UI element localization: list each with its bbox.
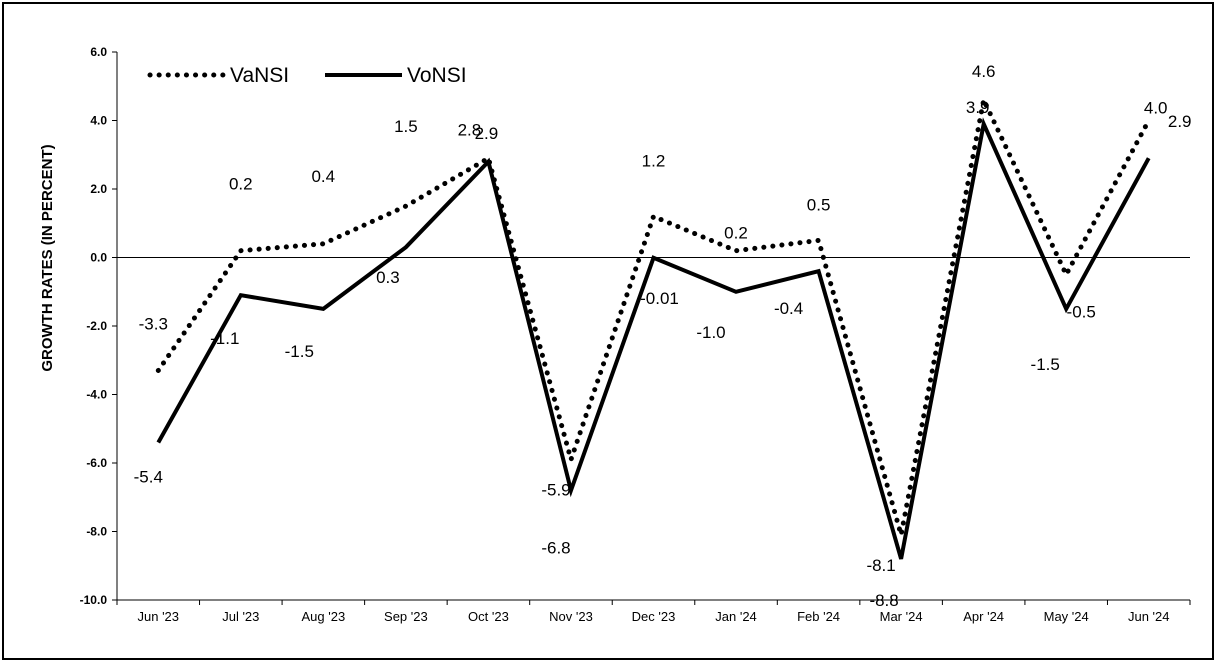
data-label-vansi: 4.6 — [972, 62, 996, 81]
x-tick-label: Jun '23 — [138, 609, 180, 624]
data-label-vonsi: -0.01 — [640, 289, 679, 308]
y-tick-label: 2.0 — [90, 182, 107, 196]
x-tick-label: Feb '24 — [797, 609, 840, 624]
series-line-vonsi — [156, 117, 1151, 560]
y-tick-label: -8.0 — [86, 525, 107, 539]
x-tick-label: Jun '24 — [1128, 609, 1170, 624]
data-label-vansi: 1.2 — [642, 151, 666, 170]
x-tick-label: Dec '23 — [632, 609, 676, 624]
y-tick-label: 6.0 — [90, 45, 107, 59]
data-label-vonsi: -1.1 — [210, 329, 239, 348]
y-tick-label: -4.0 — [86, 388, 107, 402]
data-label-vonsi: -8.8 — [869, 591, 898, 610]
data-label-vansi: -3.3 — [139, 315, 168, 334]
legend: VaNSI VoNSI — [147, 64, 467, 87]
y-tick-label: -6.0 — [86, 456, 107, 470]
x-tick-label: Nov '23 — [549, 609, 593, 624]
data-label-vansi: 4.0 — [1144, 99, 1168, 118]
x-tick-label: Oct '23 — [468, 609, 509, 624]
data-label-vonsi: 2.8 — [458, 121, 482, 140]
legend-label-vonsi: VoNSI — [407, 64, 467, 87]
y-tick-label: -2.0 — [86, 319, 107, 333]
axes-group: 6.0 4.0 2.0 0.0 -2.0 -4.0 -6.0 -8.0 -10.0 Jun '23… — [80, 45, 1191, 624]
x-tick-label: Jul '23 — [222, 609, 259, 624]
data-label-vonsi: 2.9 — [1168, 112, 1192, 131]
series-layer — [155, 91, 1152, 560]
x-tick-label: Apr '24 — [963, 609, 1004, 624]
x-tick-label: Jan '24 — [715, 609, 757, 624]
x-tick-label: May '24 — [1044, 609, 1089, 624]
legend-label-vansi: VaNSI — [230, 64, 289, 87]
data-label-vansi: -5.9 — [541, 481, 570, 500]
data-label-vansi: 0.2 — [229, 175, 253, 194]
data-label-vonsi: 3.9 — [966, 98, 990, 117]
x-tick-label: Mar '24 — [880, 609, 923, 624]
data-label-vansi: 0.4 — [311, 167, 335, 186]
y-tick-label: -10.0 — [80, 593, 108, 607]
data-label-vansi: 1.5 — [394, 117, 418, 136]
data-label-vansi: 2.9 — [475, 124, 499, 143]
y-axis-label: GROWTH RATES (IN PERCENT) — [39, 144, 56, 371]
x-tick-label: Aug '23 — [302, 609, 346, 624]
data-label-vonsi: -0.4 — [774, 299, 803, 318]
data-label-vansi: 0.2 — [724, 224, 748, 243]
data-label-vonsi: 0.3 — [376, 268, 400, 287]
x-tick-label: Sep '23 — [384, 609, 428, 624]
y-tick-label: 0.0 — [90, 251, 107, 265]
data-label-vansi: 0.5 — [807, 195, 831, 214]
growth-rates-chart: 6.0 4.0 2.0 0.0 -2.0 -4.0 -6.0 -8.0 -10.0 Jun '23… — [39, 45, 1192, 624]
data-label-vansi: -8.1 — [866, 556, 895, 575]
y-tick-label: 4.0 — [90, 114, 107, 128]
data-labels-layer: -3.3 0.2 0.4 1.5 2.9 -5.9 1.2 0.2 0.5 -8.1 4.6 -0.5… — [134, 62, 1192, 610]
data-label-vonsi: -6.8 — [541, 538, 570, 557]
data-label-vonsi: -1.5 — [1031, 355, 1060, 374]
data-label-vonsi: -1.0 — [696, 323, 725, 342]
data-label-vansi: -0.5 — [1067, 303, 1096, 322]
data-label-vonsi: -1.5 — [285, 342, 314, 361]
series-line-vansi — [155, 91, 1152, 536]
data-label-vonsi: -5.4 — [134, 468, 163, 487]
